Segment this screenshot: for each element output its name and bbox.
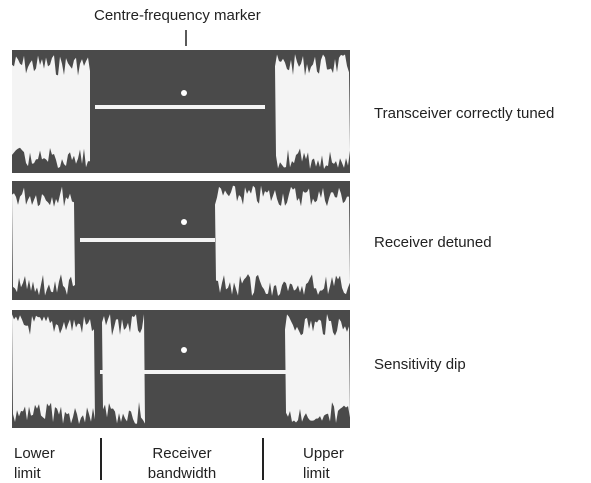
trace-label: Transceiver correctly tuned bbox=[374, 104, 554, 124]
bandwidth-label: Receiver bandwidth bbox=[137, 444, 227, 483]
trace-label: Sensitivity dip bbox=[374, 355, 466, 375]
upper-limit: Upper limit bbox=[303, 444, 353, 483]
marker-title: Centre-frequency marker bbox=[94, 6, 261, 26]
lower-limit: Lower limit bbox=[14, 444, 64, 483]
centre-dot bbox=[181, 90, 187, 96]
noise bbox=[275, 54, 350, 169]
noise bbox=[12, 314, 95, 424]
centre-dot bbox=[181, 347, 187, 353]
noise bbox=[215, 186, 350, 296]
centre-dot bbox=[181, 219, 187, 225]
figure: Centre-frequency marker Transceiver corr… bbox=[0, 0, 591, 483]
trace-label: Receiver detuned bbox=[374, 233, 492, 253]
noise bbox=[285, 314, 350, 423]
scope-traces bbox=[0, 0, 591, 483]
noise bbox=[12, 187, 75, 296]
